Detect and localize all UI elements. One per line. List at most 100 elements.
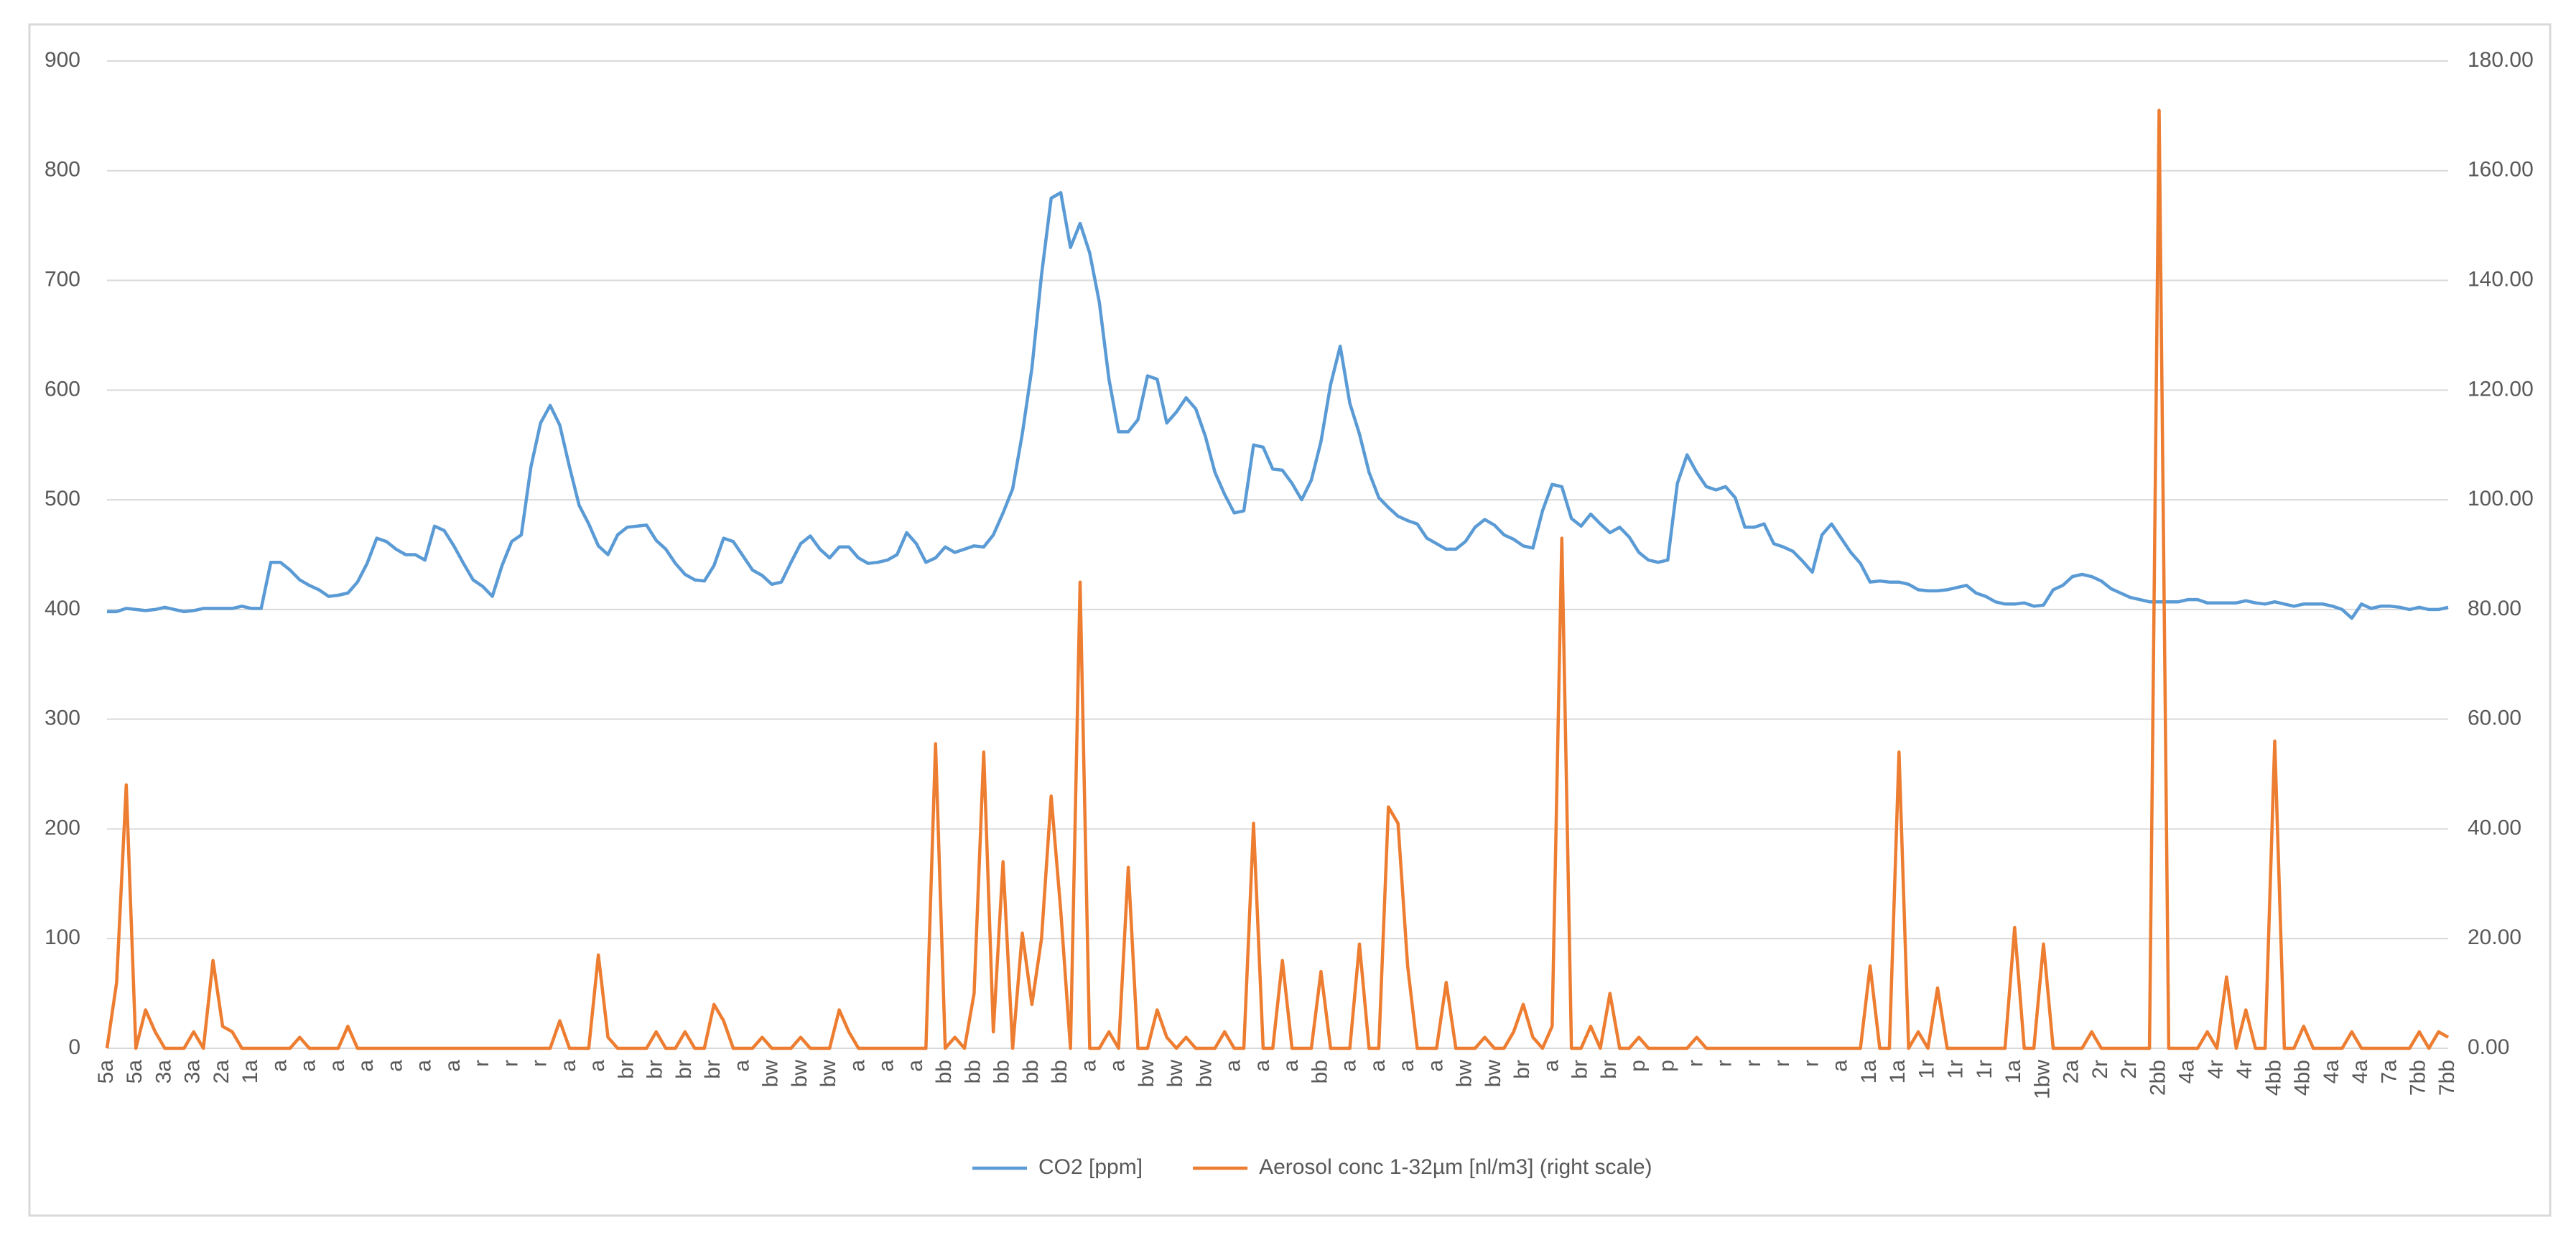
x-tick-label: 1a [1886, 1060, 1910, 1084]
x-tick-label: p [1626, 1060, 1650, 1072]
x-tick-label: bb [1019, 1060, 1043, 1083]
x-tick-label: 3a [181, 1060, 205, 1084]
x-tick-label: 5a [123, 1060, 147, 1084]
x-tick-label: bb [990, 1060, 1014, 1083]
x-tick-label: a [1250, 1060, 1274, 1072]
x-tick-label: a [585, 1060, 609, 1072]
x-tick-label: a [383, 1060, 406, 1072]
x-tick-label: a [1106, 1060, 1130, 1072]
x-tick-label: 2r [2088, 1060, 2112, 1079]
x-tick-label: 7bb [2435, 1060, 2459, 1096]
x-tick-label: bw [759, 1060, 783, 1088]
x-tick-label: 7a [2377, 1060, 2401, 1084]
x-tick-label: br [701, 1060, 725, 1079]
x-tick-label: a [1366, 1060, 1390, 1072]
y-tick-label: 400 [45, 597, 80, 620]
x-tick-label: 4a [2320, 1060, 2343, 1084]
x-tick-label: r [1799, 1060, 1823, 1067]
x-tick-label: bb [1308, 1060, 1331, 1083]
x-tick-label: 4r [2204, 1060, 2228, 1079]
y2-tick-label: 20.00 [2468, 925, 2521, 949]
x-tick-label: 4a [2175, 1060, 2199, 1084]
x-tick-label: 4a [2348, 1060, 2372, 1084]
y2-tick-label: 80.00 [2468, 597, 2521, 620]
x-tick-label: r [470, 1060, 493, 1067]
x-tick-label: br [1597, 1060, 1621, 1079]
x-tick-label: 1r [1973, 1060, 1996, 1079]
x-tick-label: br [672, 1060, 696, 1079]
x-tick-label: 1bw [2030, 1060, 2054, 1099]
x-tick-label: a [1828, 1060, 1852, 1072]
y2-tick-label: 0.00 [2468, 1035, 2509, 1059]
x-tick-label: 4bb [2261, 1060, 2285, 1096]
x-tick-label: r [1713, 1060, 1736, 1067]
x-tick-label: a [557, 1060, 580, 1072]
y2-tick-label: 60.00 [2468, 707, 2521, 730]
x-tick-label: r [528, 1060, 552, 1067]
x-tick-label: bw [1482, 1060, 1505, 1088]
y-tick-label: 200 [45, 816, 80, 839]
x-tick-label: a [1077, 1060, 1100, 1072]
x-tick-label: 7bb [2407, 1060, 2430, 1096]
x-tick-label: 1a [1857, 1060, 1881, 1084]
x-tick-label: a [297, 1060, 320, 1072]
y-tick-label: 900 [45, 48, 80, 72]
y-tick-label: 700 [45, 267, 80, 291]
x-tick-label: 5a [94, 1060, 118, 1084]
x-tick-label: a [412, 1060, 436, 1072]
y2-tick-label: 160.00 [2468, 158, 2534, 182]
x-tick-label: a [1423, 1060, 1447, 1072]
x-tick-label: 1r [1944, 1060, 1968, 1079]
x-tick-label: bw [788, 1060, 812, 1088]
y-tick-label: 0 [68, 1035, 80, 1059]
x-tick-label: bb [961, 1060, 985, 1083]
x-tick-label: 1r [1915, 1060, 1938, 1079]
x-tick-label: bw [1135, 1060, 1158, 1088]
x-tick-label: r [1684, 1060, 1708, 1067]
x-tick-label: a [267, 1060, 291, 1072]
x-tick-label: 1a [238, 1060, 262, 1084]
y-tick-label: 100 [45, 925, 80, 949]
x-tick-label: bw [1192, 1060, 1216, 1088]
x-tick-label: bw [1163, 1060, 1187, 1088]
y-tick-label: 800 [45, 158, 80, 182]
x-tick-label: r [1770, 1060, 1794, 1067]
x-tick-label: bw [1453, 1060, 1477, 1088]
legend-label: CO2 [ppm] [1038, 1155, 1143, 1179]
series-line [105, 108, 2450, 1050]
x-tick-label: r [498, 1060, 522, 1067]
y2-tick-label: 120.00 [2468, 377, 2534, 401]
x-tick-label: a [1395, 1060, 1418, 1072]
x-tick-label: bb [1048, 1060, 1071, 1083]
x-tick-label: bw [817, 1060, 840, 1088]
x-tick-label: a [1279, 1060, 1303, 1072]
y2-tick-label: 180.00 [2468, 48, 2534, 72]
x-tick-label: 4bb [2291, 1060, 2315, 1096]
x-tick-label: a [875, 1060, 898, 1072]
x-tick-label: a [1539, 1060, 1563, 1072]
x-tick-label: bb [932, 1060, 956, 1083]
x-tick-label: br [1510, 1060, 1534, 1079]
y-tick-label: 500 [45, 487, 80, 510]
y2-tick-label: 140.00 [2468, 267, 2534, 291]
x-tick-label: br [1568, 1060, 1592, 1079]
x-tick-label: r [1742, 1060, 1765, 1067]
legend-label: Aerosol conc 1-32µm [nl/m3] (right scale… [1259, 1155, 1652, 1179]
y-tick-label: 600 [45, 377, 80, 401]
x-tick-label: 2a [2060, 1060, 2083, 1084]
x-tick-label: 2bb [2146, 1060, 2170, 1096]
x-tick-label: br [614, 1060, 638, 1079]
x-tick-label: a [730, 1060, 753, 1072]
x-tick-label: a [1337, 1060, 1361, 1072]
y2-tick-label: 100.00 [2468, 487, 2534, 510]
y-tick-label: 300 [45, 707, 80, 730]
x-tick-label: a [441, 1060, 465, 1072]
x-tick-label: 1a [2001, 1060, 2025, 1084]
x-tick-label: a [903, 1060, 927, 1072]
x-tick-label: a [1222, 1060, 1245, 1072]
x-tick-label: a [845, 1060, 869, 1072]
x-tick-label: 3a [152, 1060, 175, 1084]
x-tick-label: 4r [2233, 1060, 2256, 1079]
